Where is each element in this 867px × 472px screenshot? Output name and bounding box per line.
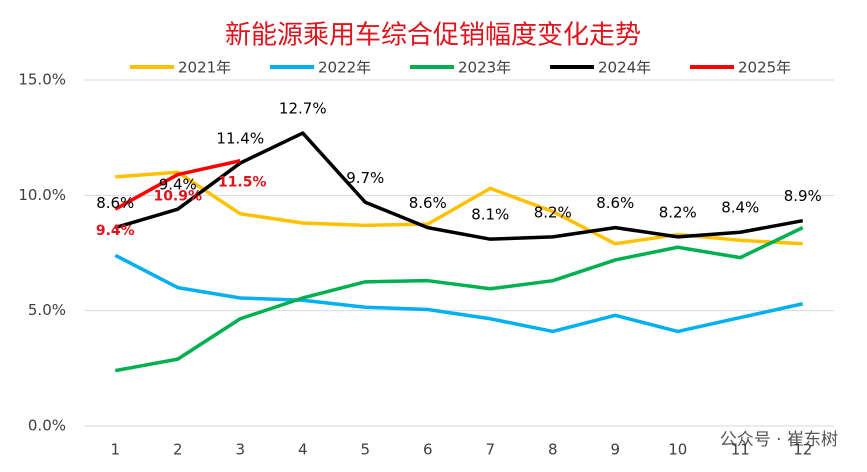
y-tick-label: 0.0% [28,417,66,435]
x-tick-label: 1 [110,441,120,459]
x-tick-label: 2 [173,441,183,459]
data-label: 9.4% [96,223,135,239]
data-label: 8.6% [96,194,134,212]
data-label: 8.9% [784,187,822,205]
legend-label: 2025年 [738,59,791,77]
x-tick-label: 8 [548,441,558,459]
data-label: 8.2% [659,203,697,221]
chart-title: 新能源乘用车综合促销幅度变化走势 [225,21,641,51]
x-tick-label: 3 [235,441,245,459]
y-tick-label: 10.0% [18,186,66,204]
data-label: 11.5% [218,175,267,191]
legend-label: 2024年 [598,59,651,77]
x-tick-label: 12 [793,441,812,459]
legend-label: 2023年 [458,59,511,77]
x-tick-label: 9 [610,441,620,459]
data-label: 8.2% [534,203,572,221]
data-label: 8.1% [471,206,509,224]
data-label: 12.7% [279,100,327,118]
legend-label: 2021年 [178,59,231,77]
data-label: 9.7% [346,169,384,187]
series-line [114,226,804,373]
legend-label: 2022年 [318,59,371,77]
series-line [114,159,241,211]
x-tick-label: 11 [731,441,750,459]
y-tick-label: 15.0% [18,71,66,89]
x-tick-label: 10 [668,441,687,459]
series-line [114,131,804,241]
data-label: 10.9% [153,189,202,205]
data-label: 11.4% [216,130,264,148]
data-label: 8.6% [409,194,447,212]
x-tick-label: 4 [298,441,308,459]
watermark: 公众号 · 崔东树 [720,430,838,450]
x-tick-label: 7 [485,441,495,459]
x-tick-label: 5 [360,441,370,459]
y-tick-label: 5.0% [28,301,66,319]
data-label: 8.4% [721,199,759,217]
data-label: 9.4% [159,176,197,194]
x-tick-label: 6 [423,441,433,459]
series-line [114,253,804,334]
data-label: 8.6% [596,194,634,212]
